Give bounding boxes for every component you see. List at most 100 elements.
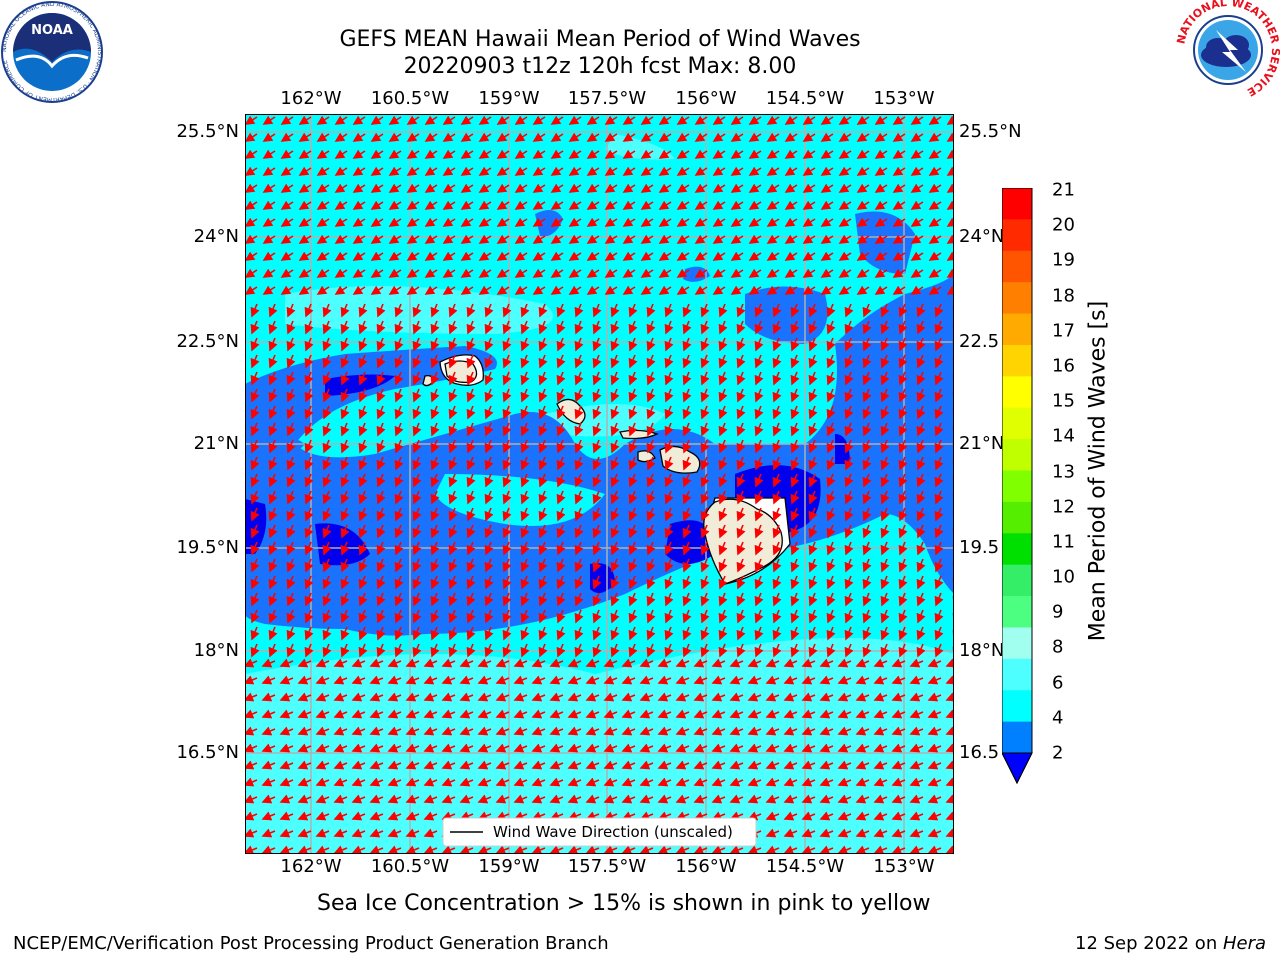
wind-wave-arrow	[376, 422, 386, 437]
wind-wave-arrow	[460, 285, 474, 295]
wind-wave-arrow	[718, 354, 728, 369]
colorbar-tick-label: 11	[1052, 531, 1075, 553]
wind-wave-arrow	[574, 320, 584, 335]
wind-wave-arrow	[874, 183, 888, 193]
wind-wave-arrow	[712, 251, 726, 261]
wind-wave-arrow	[604, 217, 618, 227]
wind-wave-arrow	[262, 183, 276, 193]
wind-wave-arrow	[880, 354, 890, 369]
wind-wave-arrow	[646, 388, 656, 403]
colorbar-tick-label: 10	[1052, 566, 1075, 588]
wind-wave-arrow	[682, 371, 692, 386]
wind-wave-arrow	[466, 320, 476, 335]
wind-wave-arrow	[352, 149, 366, 159]
wind-wave-arrow	[748, 285, 762, 295]
wind-wave-arrow	[682, 303, 692, 318]
wind-wave-arrow	[808, 320, 818, 335]
wind-wave-arrow	[856, 115, 870, 125]
wind-wave-arrow	[784, 217, 798, 227]
wind-wave-arrow	[370, 200, 384, 210]
wind-wave-arrow	[856, 234, 870, 244]
wind-wave-arrow	[298, 149, 312, 159]
wind-wave-arrow	[892, 217, 906, 227]
wind-wave-arrow	[676, 132, 690, 142]
wind-wave-arrow	[262, 251, 276, 261]
wind-wave-arrow	[874, 200, 888, 210]
wind-wave-arrow	[856, 166, 870, 176]
wind-wave-arrow	[628, 354, 638, 369]
wind-wave-arrow	[322, 371, 332, 386]
wind-wave-arrow	[586, 251, 600, 261]
wind-wave-arrow	[928, 149, 942, 159]
wind-wave-arrow	[802, 166, 816, 176]
wind-wave-arrow	[478, 200, 492, 210]
wind-wave-arrow	[424, 149, 438, 159]
wind-wave-arrow	[496, 217, 510, 227]
wind-wave-arrow	[484, 405, 494, 420]
wind-wave-arrow	[568, 149, 582, 159]
noaa-logo-text: NOAA	[31, 23, 73, 38]
wind-wave-arrow	[658, 200, 672, 210]
wind-wave-arrow	[460, 200, 474, 210]
wind-wave-arrow	[316, 183, 330, 193]
wind-wave-arrow	[286, 371, 296, 386]
wind-wave-arrow	[358, 320, 368, 335]
wind-wave-arrow	[820, 200, 834, 210]
wind-wave-arrow	[934, 388, 944, 403]
colorbar-tick-label: 21	[1052, 179, 1075, 201]
wind-wave-arrow	[412, 320, 422, 335]
wind-wave-arrow	[406, 234, 420, 244]
wind-wave-arrow	[874, 285, 888, 295]
wind-wave-arrow	[388, 217, 402, 227]
wind-wave-arrow	[646, 320, 656, 335]
wind-wave-arrow	[370, 115, 384, 125]
wind-wave-arrow	[376, 371, 386, 386]
wind-wave-arrow	[502, 422, 512, 437]
lat-label-left: 18°N	[193, 640, 239, 661]
wind-wave-arrow	[874, 234, 888, 244]
wind-wave-arrow	[604, 251, 618, 261]
wind-wave-arrow	[658, 132, 672, 142]
date-host: Hera	[1222, 933, 1266, 954]
wind-wave-arrow	[676, 217, 690, 227]
wind-wave-arrow	[844, 388, 854, 403]
wind-wave-arrow	[712, 285, 726, 295]
wind-wave-arrow	[496, 285, 510, 295]
wind-wave-arrow	[358, 388, 368, 403]
wind-wave-arrow	[340, 320, 350, 335]
wind-wave-arrow	[772, 354, 782, 369]
wind-wave-arrow	[844, 320, 854, 335]
wind-wave-arrows	[245, 115, 954, 854]
wind-wave-arrow	[280, 251, 294, 261]
wind-wave-arrow	[430, 337, 440, 352]
wind-wave-arrow	[640, 251, 654, 261]
wind-wave-arrow	[496, 115, 510, 125]
wind-wave-arrow	[820, 251, 834, 261]
wind-wave-arrow	[406, 200, 420, 210]
wind-wave-arrow	[280, 285, 294, 295]
wind-wave-arrow	[658, 115, 672, 125]
wind-wave-arrow	[730, 285, 744, 295]
wind-wave-arrow	[478, 149, 492, 159]
wind-wave-arrow	[245, 251, 258, 261]
wind-wave-arrow	[874, 217, 888, 227]
wind-wave-arrow	[754, 354, 764, 369]
wind-wave-arrow	[460, 149, 474, 159]
wind-wave-arrow	[862, 388, 872, 403]
wind-wave-arrow	[484, 320, 494, 335]
wind-wave-arrow	[514, 115, 528, 125]
wind-wave-arrow	[298, 251, 312, 261]
wind-wave-arrow	[424, 251, 438, 261]
wind-wave-arrow	[682, 405, 692, 420]
wind-wave-arrow	[838, 268, 852, 278]
wind-wave-arrow	[532, 217, 546, 227]
wind-wave-arrow	[466, 388, 476, 403]
wind-wave-arrow	[682, 354, 692, 369]
wind-wave-arrow	[298, 132, 312, 142]
wind-wave-arrow	[622, 268, 636, 278]
wind-wave-arrow	[514, 166, 528, 176]
wind-wave-arrow	[262, 217, 276, 227]
wind-wave-arrow	[658, 268, 672, 278]
wind-wave-arrow	[640, 200, 654, 210]
wind-wave-arrow	[352, 268, 366, 278]
